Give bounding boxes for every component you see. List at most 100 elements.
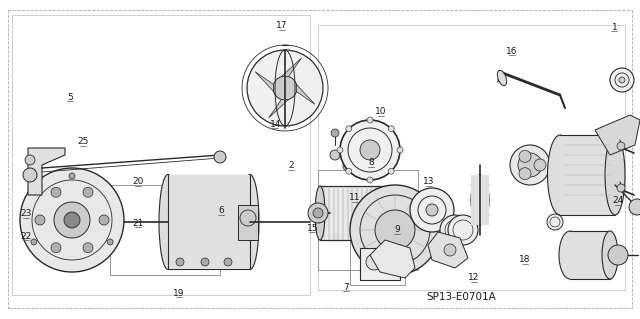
- Circle shape: [346, 168, 352, 174]
- Circle shape: [534, 159, 546, 171]
- Circle shape: [308, 203, 328, 223]
- Ellipse shape: [471, 175, 489, 225]
- Bar: [320, 186, 400, 240]
- Circle shape: [387, 257, 397, 267]
- Circle shape: [201, 258, 209, 266]
- Circle shape: [410, 188, 454, 232]
- Text: 13: 13: [423, 177, 435, 186]
- Circle shape: [518, 153, 542, 177]
- Text: 9: 9: [394, 225, 399, 234]
- Bar: [318, 170, 418, 270]
- Polygon shape: [370, 240, 415, 278]
- Circle shape: [337, 147, 343, 153]
- Circle shape: [397, 147, 403, 153]
- Circle shape: [519, 150, 531, 162]
- Text: 15: 15: [307, 224, 318, 233]
- Circle shape: [340, 120, 400, 180]
- Circle shape: [176, 258, 184, 266]
- Polygon shape: [428, 232, 468, 268]
- Circle shape: [214, 151, 226, 163]
- Polygon shape: [282, 58, 301, 77]
- Circle shape: [444, 244, 456, 256]
- Circle shape: [510, 145, 550, 185]
- Circle shape: [51, 243, 61, 253]
- Polygon shape: [296, 85, 315, 104]
- Circle shape: [388, 126, 394, 132]
- Text: 2: 2: [289, 161, 294, 170]
- Circle shape: [247, 50, 323, 126]
- Circle shape: [240, 210, 256, 226]
- Bar: [350, 240, 405, 285]
- Ellipse shape: [559, 231, 581, 279]
- Circle shape: [224, 258, 232, 266]
- Ellipse shape: [315, 186, 325, 240]
- Ellipse shape: [605, 135, 625, 215]
- Circle shape: [440, 215, 470, 245]
- Text: 19: 19: [173, 289, 185, 298]
- Ellipse shape: [497, 70, 507, 85]
- Text: 25: 25: [77, 137, 89, 146]
- Text: 18: 18: [519, 256, 531, 264]
- Text: 11: 11: [349, 193, 361, 202]
- Text: 6: 6: [218, 206, 223, 215]
- Text: 16: 16: [506, 47, 518, 56]
- Circle shape: [610, 68, 634, 92]
- Circle shape: [83, 243, 93, 253]
- Circle shape: [313, 208, 323, 218]
- Bar: [238, 205, 258, 240]
- Circle shape: [273, 76, 297, 100]
- Ellipse shape: [547, 135, 573, 215]
- Polygon shape: [269, 100, 289, 118]
- Polygon shape: [255, 72, 273, 92]
- Text: 23: 23: [20, 209, 31, 218]
- Circle shape: [20, 168, 124, 272]
- Circle shape: [35, 215, 45, 225]
- Text: 1: 1: [612, 23, 617, 32]
- Circle shape: [107, 239, 113, 245]
- Text: 21: 21: [132, 219, 143, 228]
- Circle shape: [375, 210, 415, 250]
- Circle shape: [25, 155, 35, 165]
- Circle shape: [619, 77, 625, 83]
- Circle shape: [547, 214, 563, 230]
- Ellipse shape: [394, 193, 406, 233]
- Circle shape: [54, 202, 90, 238]
- Circle shape: [367, 117, 373, 123]
- Circle shape: [51, 187, 61, 197]
- Circle shape: [629, 199, 640, 215]
- Circle shape: [448, 215, 478, 245]
- Text: 22: 22: [20, 232, 31, 241]
- Circle shape: [330, 150, 340, 160]
- Text: 10: 10: [375, 107, 387, 116]
- Bar: [168, 175, 250, 269]
- Text: SP13-E0701A: SP13-E0701A: [426, 292, 495, 302]
- Circle shape: [366, 254, 382, 270]
- Text: 24: 24: [612, 197, 623, 205]
- Circle shape: [99, 215, 109, 225]
- Text: 5: 5: [68, 93, 73, 102]
- Circle shape: [23, 168, 37, 182]
- Polygon shape: [595, 115, 640, 155]
- Text: 8: 8: [369, 158, 374, 167]
- Circle shape: [608, 245, 628, 265]
- Circle shape: [617, 184, 625, 192]
- Bar: [360, 248, 400, 280]
- Circle shape: [343, 161, 353, 171]
- Circle shape: [519, 168, 531, 180]
- Circle shape: [350, 185, 440, 275]
- Bar: [110, 185, 220, 275]
- Circle shape: [69, 173, 75, 179]
- Ellipse shape: [602, 231, 618, 279]
- Text: 7: 7: [343, 283, 348, 292]
- Ellipse shape: [241, 174, 259, 270]
- Circle shape: [426, 204, 438, 216]
- Text: 14: 14: [269, 120, 281, 129]
- Text: 12: 12: [468, 273, 479, 282]
- Circle shape: [64, 212, 80, 228]
- Ellipse shape: [159, 174, 177, 270]
- Circle shape: [617, 142, 625, 150]
- Circle shape: [331, 129, 339, 137]
- Text: 20: 20: [132, 177, 143, 186]
- Circle shape: [388, 168, 394, 174]
- Polygon shape: [28, 148, 65, 195]
